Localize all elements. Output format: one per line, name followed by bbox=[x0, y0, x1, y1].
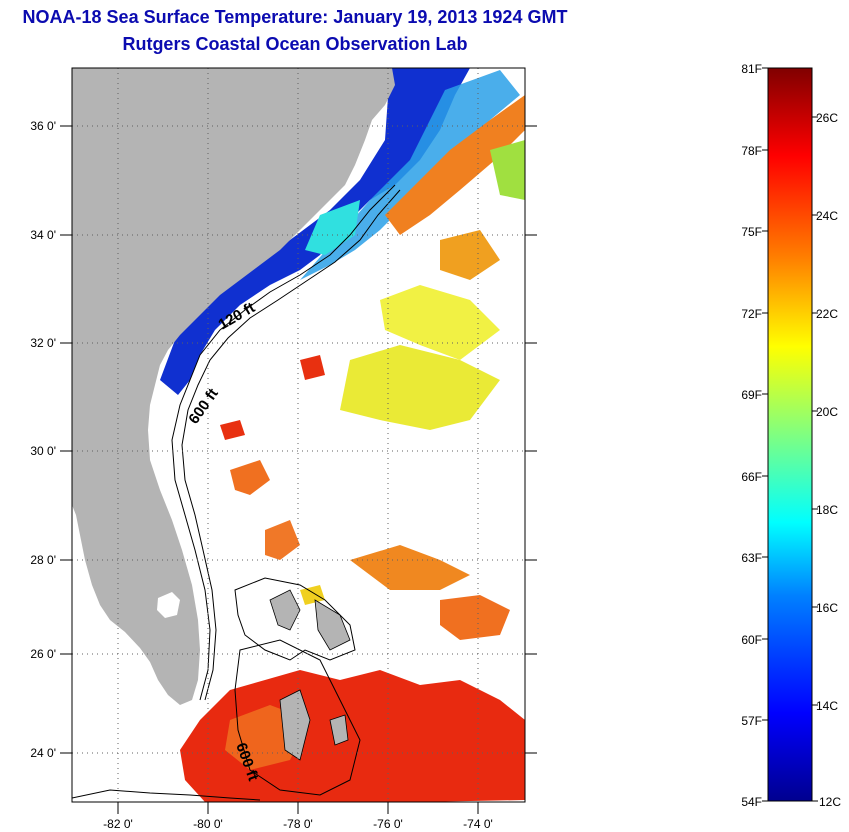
lake-okeechobee bbox=[157, 592, 180, 618]
green-water-patch bbox=[490, 140, 525, 200]
cbar-c-14: 14C bbox=[816, 699, 838, 713]
cbar-f-60: 60F bbox=[741, 633, 762, 647]
orange-patch-4 bbox=[350, 545, 470, 590]
orange-patch-2 bbox=[230, 460, 270, 495]
map-panel: 120 ft 600 ft 600 ft bbox=[72, 68, 525, 802]
cbar-c-20: 20C bbox=[816, 405, 838, 419]
colorbar-gradient bbox=[767, 67, 813, 802]
red-patch-1 bbox=[300, 355, 325, 380]
southern-warm-water bbox=[180, 670, 525, 802]
contour-600ft bbox=[181, 189, 401, 701]
cbar-c-24: 24C bbox=[816, 209, 838, 223]
cbar-f-81: 81F bbox=[741, 62, 762, 76]
lat-label-34: 34 0' bbox=[30, 228, 56, 242]
contour-bahamas-south bbox=[234, 639, 361, 796]
orange-patch-5 bbox=[440, 595, 510, 640]
lon-label-82: -82 0' bbox=[103, 817, 133, 831]
lon-label-76: -76 0' bbox=[373, 817, 403, 831]
contour-120ft bbox=[171, 184, 396, 701]
bahamas-island-2 bbox=[314, 599, 351, 651]
lat-label-28: 28 0' bbox=[30, 553, 56, 567]
contour-bahamas bbox=[234, 577, 356, 661]
lon-label-74: -74 0' bbox=[463, 817, 493, 831]
cbar-c-12: 12C bbox=[819, 795, 841, 809]
orange-patch-1 bbox=[440, 230, 500, 280]
map-subtitle: Rutgers Coastal Ocean Observation Lab bbox=[122, 34, 468, 54]
gulf-stream-edge bbox=[385, 95, 525, 235]
cbar-f-63: 63F bbox=[741, 551, 762, 565]
colorbar: 81F 78F 75F 72F 69F 66F 63F 60F 57F 54F … bbox=[741, 62, 841, 809]
latitude-labels: 36 0' 34 0' 32 0' 30 0' 28 0' 26 0' 24 0… bbox=[30, 119, 56, 760]
colorbar-ticks bbox=[762, 67, 818, 802]
cbar-f-57: 57F bbox=[741, 714, 762, 728]
contour-bottom-shelf bbox=[72, 789, 261, 801]
cbar-f-69: 69F bbox=[741, 388, 762, 402]
cbar-f-66: 66F bbox=[741, 470, 762, 484]
cbar-f-54: 54F bbox=[741, 795, 762, 809]
lat-label-24: 24 0' bbox=[30, 746, 56, 760]
cyan-water-patch bbox=[305, 200, 360, 255]
map-ticks bbox=[60, 125, 537, 814]
bahamas-island-3 bbox=[279, 689, 311, 761]
bahamas-island-4 bbox=[329, 714, 349, 746]
orange-patch-3 bbox=[265, 520, 300, 560]
lat-label-32: 32 0' bbox=[30, 336, 56, 350]
bahamas-island-1 bbox=[269, 589, 301, 631]
lat-label-26: 26 0' bbox=[30, 647, 56, 661]
cbar-c-26: 26C bbox=[816, 111, 838, 125]
lat-label-30: 30 0' bbox=[30, 444, 56, 458]
graticule bbox=[72, 68, 525, 802]
yellow-patch-1 bbox=[380, 285, 500, 360]
cbar-f-78: 78F bbox=[741, 144, 762, 158]
lat-label-36: 36 0' bbox=[30, 119, 56, 133]
map-title: NOAA-18 Sea Surface Temperature: January… bbox=[22, 7, 568, 27]
yellow-patch-2 bbox=[340, 345, 500, 430]
cbar-f-75: 75F bbox=[741, 225, 762, 239]
yellow-patch-3 bbox=[300, 585, 325, 605]
cbar-c-18: 18C bbox=[816, 503, 838, 517]
red-patch-2 bbox=[220, 420, 245, 440]
cbar-f-72: 72F bbox=[741, 307, 762, 321]
lon-label-78: -78 0' bbox=[283, 817, 313, 831]
lon-label-80: -80 0' bbox=[193, 817, 223, 831]
us-east-coast-land bbox=[72, 68, 395, 705]
cbar-c-22: 22C bbox=[816, 307, 838, 321]
cbar-c-16: 16C bbox=[816, 601, 838, 615]
longitude-labels: -82 0' -80 0' -78 0' -76 0' -74 0' bbox=[103, 817, 493, 831]
